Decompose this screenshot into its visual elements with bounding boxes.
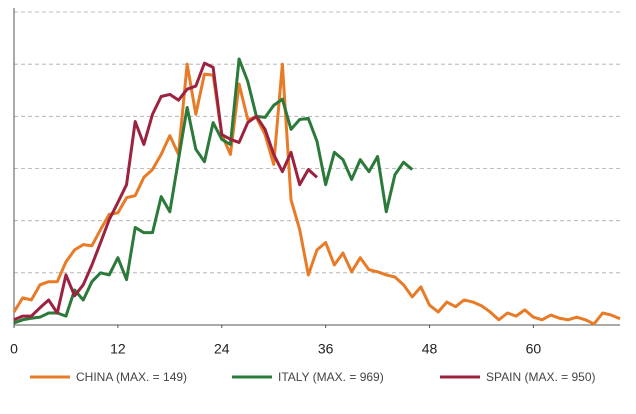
x-tick-label: 48 — [422, 341, 438, 357]
legend-label: CHINA (MAX. = 149) — [76, 370, 187, 384]
x-tick-label: 36 — [318, 341, 334, 357]
x-tick-label: 24 — [214, 341, 230, 357]
series-line — [13, 57, 414, 325]
legend-label: ITALY (MAX. = 969) — [278, 370, 384, 384]
series-line — [12, 62, 621, 326]
series-line — [13, 61, 319, 322]
x-tick-label: 12 — [110, 341, 126, 357]
legend-label: SPAIN (MAX. = 950) — [486, 370, 595, 384]
x-tick-label: 60 — [526, 341, 542, 357]
x-tick-label: 0 — [10, 341, 18, 357]
